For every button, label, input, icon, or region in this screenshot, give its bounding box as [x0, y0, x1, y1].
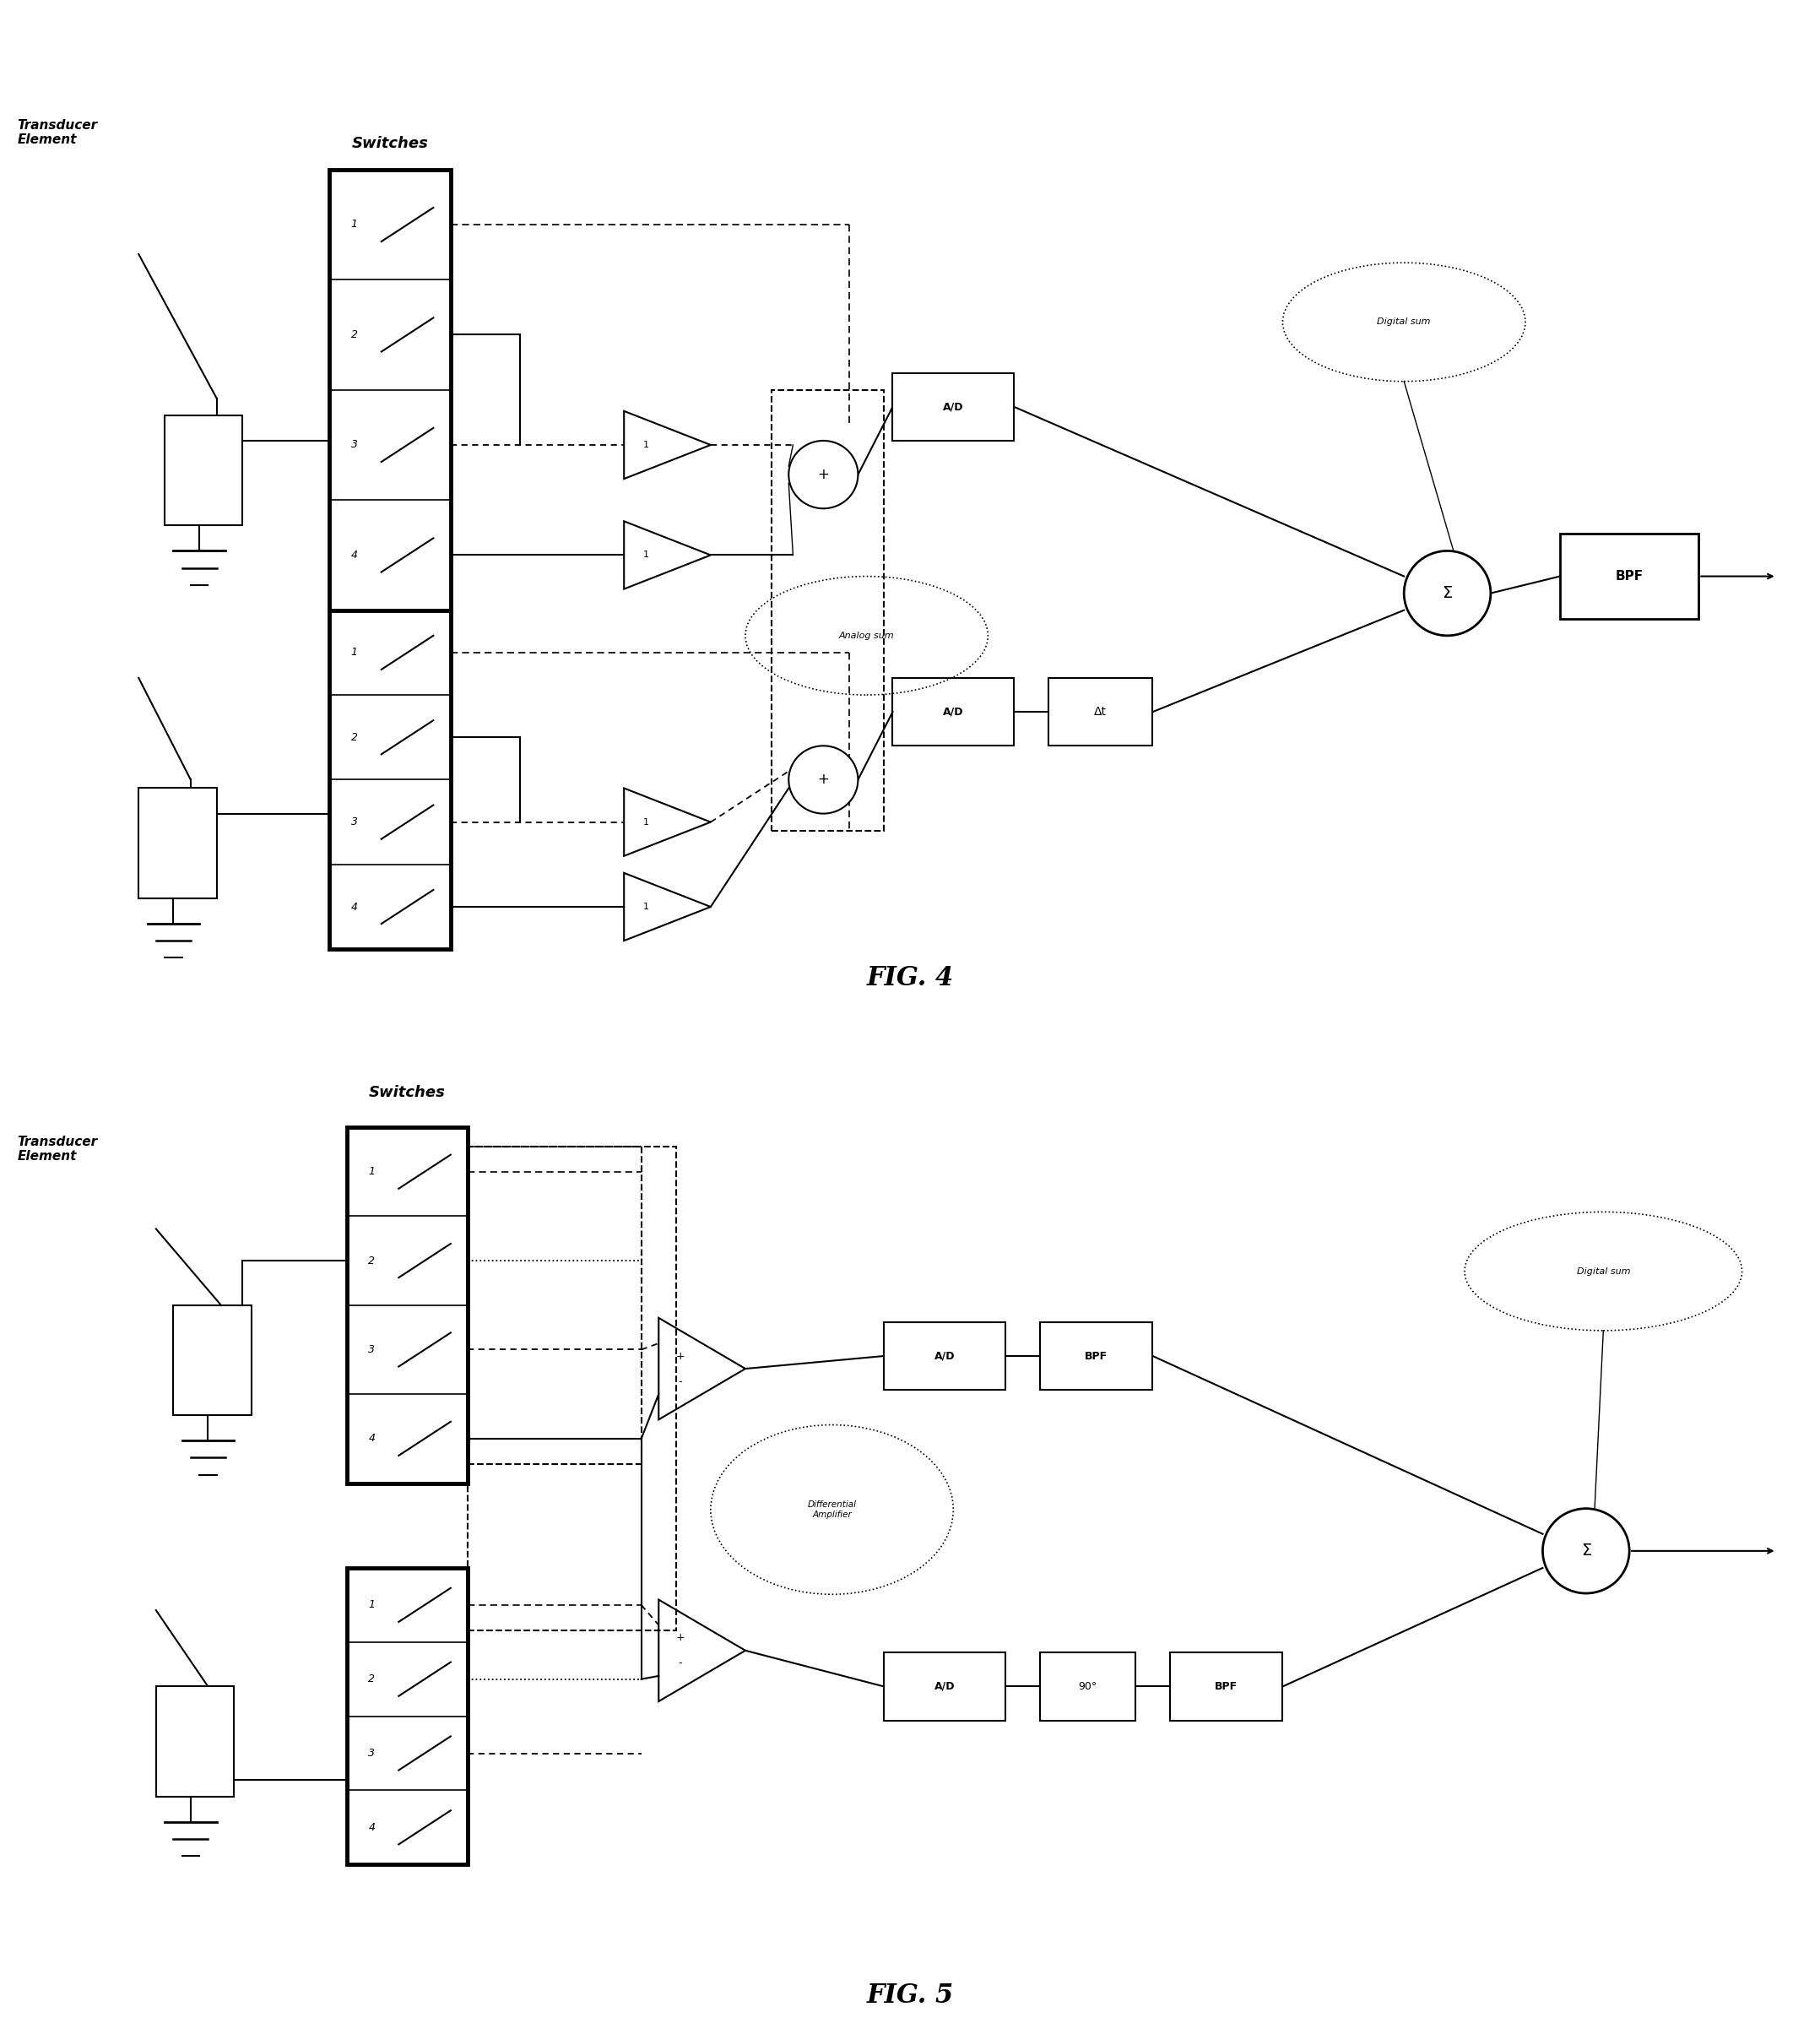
Text: 1: 1	[642, 441, 648, 450]
Bar	[164, 415, 242, 525]
Text: FIG. 4: FIG. 4	[866, 966, 954, 993]
Bar	[1039, 1322, 1152, 1389]
Bar	[138, 787, 217, 899]
Bar	[346, 1127, 468, 1483]
Bar	[468, 1147, 641, 1464]
Text: 2: 2	[351, 732, 359, 742]
Text: 1: 1	[351, 220, 359, 230]
Text: BPF: BPF	[1616, 570, 1643, 582]
Bar	[468, 1147, 675, 1631]
Text: Digital sum: Digital sum	[1576, 1267, 1631, 1275]
Text: 2: 2	[368, 1674, 375, 1684]
Bar	[329, 610, 451, 950]
Text: Digital sum: Digital sum	[1378, 317, 1431, 325]
Circle shape	[788, 441, 857, 508]
Circle shape	[1403, 551, 1491, 635]
Text: 1: 1	[351, 647, 359, 659]
Text: 1: 1	[642, 818, 648, 826]
Bar	[892, 677, 1014, 746]
Text: FIG. 5: FIG. 5	[866, 1983, 954, 2010]
Text: +: +	[675, 1633, 684, 1643]
Text: 3: 3	[368, 1344, 375, 1355]
Text: Switches: Switches	[351, 136, 428, 151]
Text: 4: 4	[351, 901, 359, 913]
Bar	[885, 1652, 1005, 1721]
Text: 2: 2	[351, 330, 359, 340]
Text: 3: 3	[351, 439, 359, 450]
Text: A/D: A/D	[934, 1680, 956, 1692]
Bar	[346, 1568, 468, 1865]
Text: Transducer
Element: Transducer Element	[18, 118, 98, 146]
Bar	[1170, 1652, 1283, 1721]
Text: Analog sum: Analog sum	[839, 631, 894, 641]
Text: A/D: A/D	[943, 706, 963, 718]
Text: +: +	[817, 773, 830, 787]
Text: 4: 4	[368, 1434, 375, 1444]
Text: 4: 4	[368, 1822, 375, 1833]
Text: Σ: Σ	[1441, 586, 1452, 602]
Text: 4: 4	[351, 549, 359, 561]
Text: Σ: Σ	[1582, 1544, 1591, 1558]
Text: +: +	[817, 468, 830, 482]
Text: 1: 1	[642, 903, 648, 911]
Text: 90°: 90°	[1077, 1680, 1097, 1692]
Bar	[885, 1322, 1005, 1389]
Bar	[772, 391, 885, 830]
Text: -: -	[679, 1658, 682, 1668]
Text: -: -	[679, 1375, 682, 1387]
Text: Transducer
Element: Transducer Element	[18, 1135, 98, 1163]
Text: Differential
Amplifier: Differential Amplifier	[808, 1501, 857, 1519]
Bar	[173, 1306, 251, 1416]
Text: 2: 2	[368, 1255, 375, 1265]
Text: 1: 1	[368, 1599, 375, 1611]
Bar	[1560, 533, 1698, 618]
Bar	[1039, 1652, 1136, 1721]
Bar	[1048, 677, 1152, 746]
Text: 1: 1	[368, 1165, 375, 1178]
Text: BPF: BPF	[1216, 1680, 1238, 1692]
Text: A/D: A/D	[934, 1351, 956, 1361]
Text: +: +	[675, 1351, 684, 1361]
Bar	[157, 1686, 235, 1796]
Text: 3: 3	[351, 816, 359, 828]
Text: Δt: Δt	[1094, 706, 1107, 718]
Text: BPF: BPF	[1085, 1351, 1108, 1361]
Bar	[329, 169, 451, 610]
Text: 1: 1	[642, 551, 648, 559]
Text: Switches: Switches	[369, 1084, 446, 1100]
Circle shape	[788, 746, 857, 814]
Bar	[892, 372, 1014, 441]
Text: A/D: A/D	[943, 401, 963, 413]
Circle shape	[1543, 1509, 1629, 1593]
Text: 3: 3	[368, 1747, 375, 1759]
